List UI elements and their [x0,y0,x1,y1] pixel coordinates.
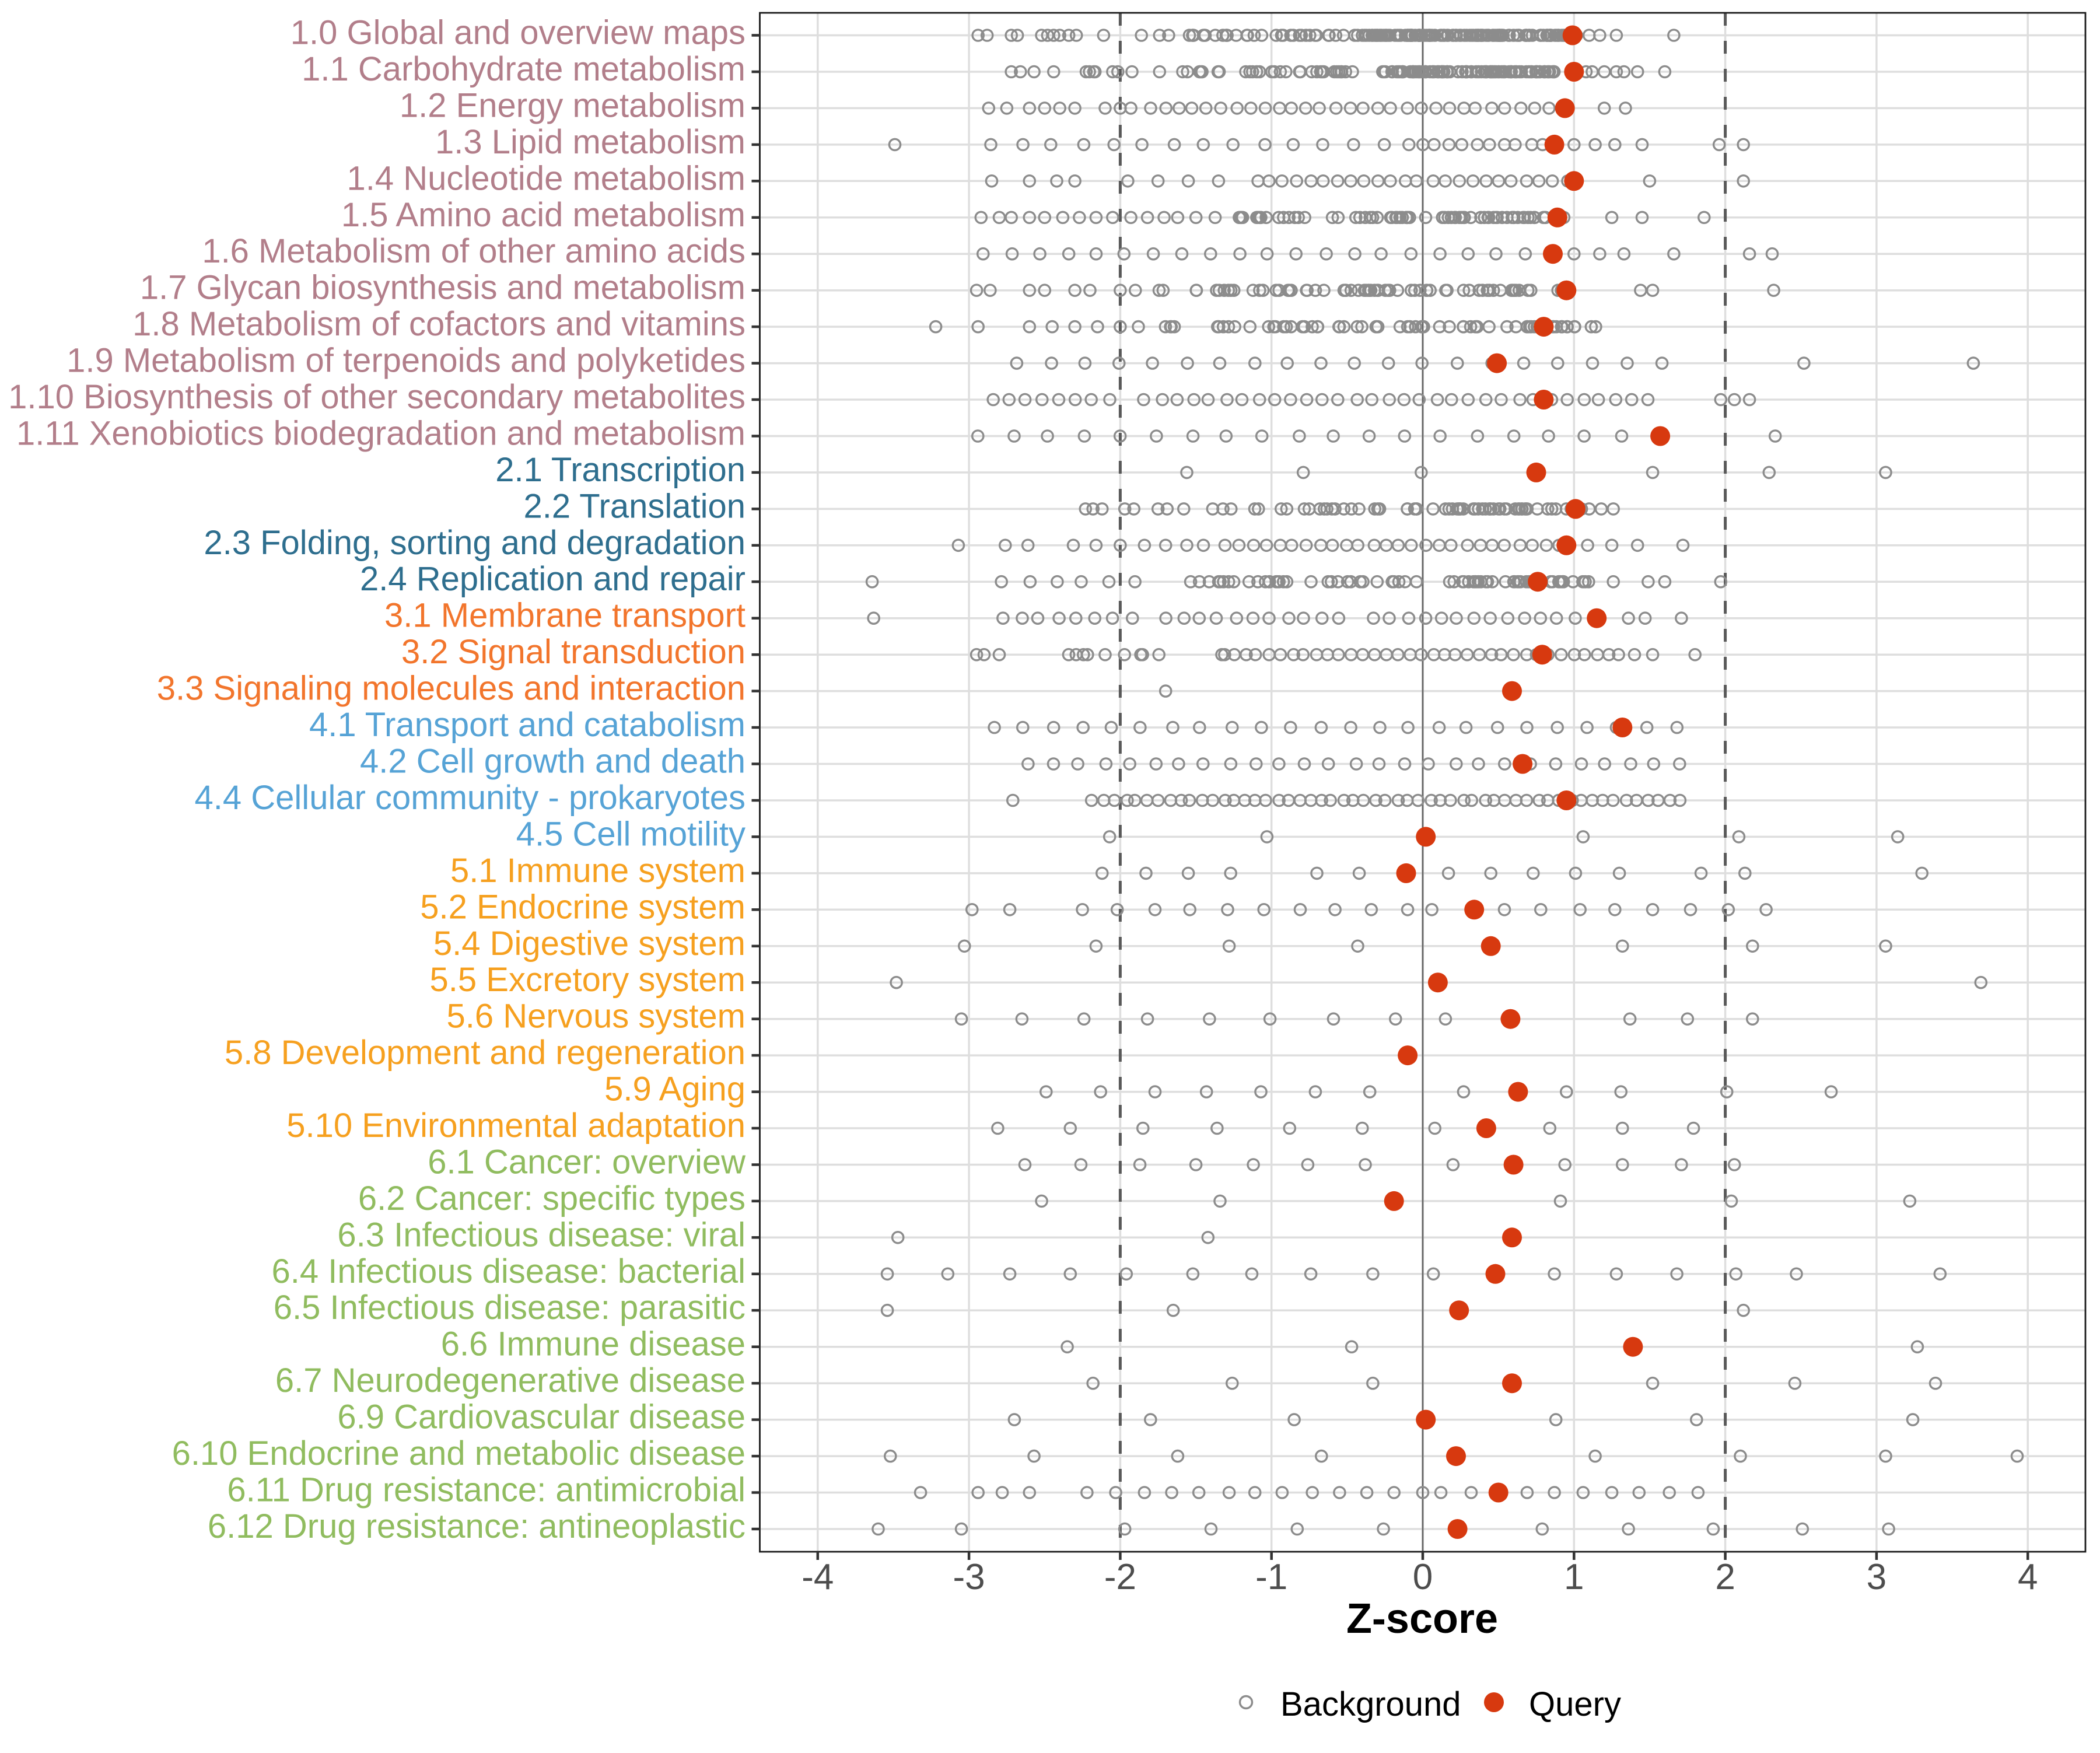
svg-text:6.2 Cancer: specific types: 6.2 Cancer: specific types [358,1180,746,1217]
svg-text:1.11 Xenobiotics biodegradatio: 1.11 Xenobiotics biodegradation and meta… [16,415,746,453]
svg-text:6.1 Cancer: overview: 6.1 Cancer: overview [428,1143,746,1181]
svg-text:4: 4 [2018,1557,2038,1597]
svg-text:6.12 Drug resistance: antineop: 6.12 Drug resistance: antineoplastic [208,1507,746,1545]
svg-text:4.4 Cellular community - proka: 4.4 Cellular community - prokaryotes [195,779,746,817]
svg-text:Query: Query [1529,1685,1621,1723]
svg-text:6.6 Immune disease: 6.6 Immune disease [441,1325,746,1363]
svg-text:6.4 Infectious disease: bacter: 6.4 Infectious disease: bacterial [272,1252,746,1290]
svg-text:2.3 Folding, sorting and degra: 2.3 Folding, sorting and degradation [204,524,746,562]
svg-text:-1: -1 [1255,1557,1287,1597]
svg-text:6.3 Infectious disease: viral: 6.3 Infectious disease: viral [337,1216,746,1254]
svg-text:Background: Background [1280,1685,1461,1723]
svg-text:2: 2 [1715,1557,1735,1597]
svg-text:Z-score: Z-score [1346,1595,1498,1642]
svg-text:6.11 Drug resistance: antimicr: 6.11 Drug resistance: antimicrobial [227,1471,746,1509]
svg-text:1.9 Metabolism of terpenoids a: 1.9 Metabolism of terpenoids and polyket… [66,342,746,380]
svg-text:2.1 Transcription: 2.1 Transcription [495,451,746,489]
svg-text:0: 0 [1413,1557,1433,1597]
svg-text:1.8 Metabolism of cofactors an: 1.8 Metabolism of cofactors and vitamins [132,305,746,343]
svg-text:3: 3 [1867,1557,1887,1597]
svg-text:4.5 Cell motility: 4.5 Cell motility [516,815,746,853]
svg-text:6.9 Cardiovascular disease: 6.9 Cardiovascular disease [337,1398,746,1436]
svg-text:5.6 Nervous system: 5.6 Nervous system [446,998,746,1035]
svg-text:1.7 Glycan biosynthesis and me: 1.7 Glycan biosynthesis and metabolism [140,269,746,307]
svg-text:4.1 Transport and catabolism: 4.1 Transport and catabolism [309,706,746,744]
svg-text:6.7 Neurodegenerative disease: 6.7 Neurodegenerative disease [275,1362,746,1399]
svg-text:1.6 Metabolism of other amino: 1.6 Metabolism of other amino acids [202,232,746,270]
svg-text:6.5 Infectious disease: parasi: 6.5 Infectious disease: parasitic [274,1289,746,1327]
svg-text:-2: -2 [1104,1557,1136,1597]
svg-text:-4: -4 [802,1557,834,1597]
svg-text:2.2 Translation: 2.2 Translation [524,487,746,525]
svg-text:1: 1 [1564,1557,1584,1597]
svg-text:2.4 Replication and repair: 2.4 Replication and repair [360,560,746,598]
svg-text:1.2 Energy metabolism: 1.2 Energy metabolism [400,86,746,124]
svg-text:1.4 Nucleotide metabolism: 1.4 Nucleotide metabolism [347,159,746,197]
svg-text:1.0 Global and overview maps: 1.0 Global and overview maps [290,14,746,52]
svg-text:4.2 Cell growth and death: 4.2 Cell growth and death [360,743,746,781]
svg-text:1.5 Amino acid metabolism: 1.5 Amino acid metabolism [341,196,746,234]
svg-text:5.4 Digestive system: 5.4 Digestive system [433,925,746,963]
svg-text:5.9 Aging: 5.9 Aging [604,1070,746,1108]
svg-text:1.10 Biosynthesis of other sec: 1.10 Biosynthesis of other secondary met… [8,378,746,416]
svg-text:3.1 Membrane transport: 3.1 Membrane transport [384,597,746,635]
svg-text:-3: -3 [953,1557,985,1597]
svg-text:5.2 Endocrine system: 5.2 Endocrine system [420,888,746,926]
svg-text:5.8 Development and regenerati: 5.8 Development and regeneration [225,1034,746,1072]
svg-text:5.10 Environmental adaptation: 5.10 Environmental adaptation [286,1107,746,1145]
svg-text:1.1 Carbohydrate metabolism: 1.1 Carbohydrate metabolism [302,50,746,88]
svg-text:6.10 Endocrine and metabolic d: 6.10 Endocrine and metabolic disease [172,1434,746,1472]
svg-text:5.1 Immune system: 5.1 Immune system [450,852,746,890]
svg-text:3.3 Signaling molecules and in: 3.3 Signaling molecules and interaction [157,670,746,708]
svg-text:5.5 Excretory system: 5.5 Excretory system [430,961,746,999]
svg-text:3.2 Signal transduction: 3.2 Signal transduction [401,633,746,671]
svg-text:1.3 Lipid metabolism: 1.3 Lipid metabolism [435,123,746,161]
